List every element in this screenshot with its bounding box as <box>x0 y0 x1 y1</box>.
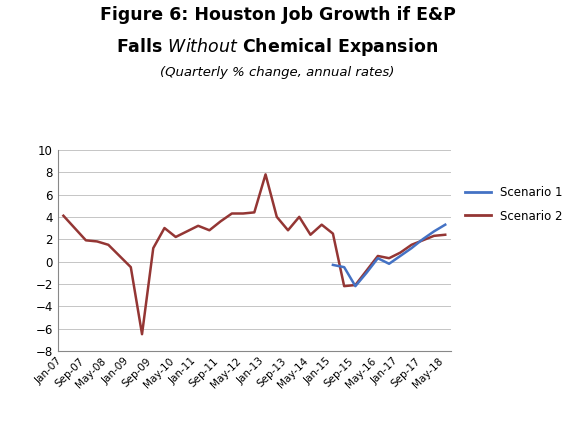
Text: (Quarterly % change, annual rates): (Quarterly % change, annual rates) <box>160 66 395 79</box>
Scenario 2 <box>352 282 359 288</box>
Line: Scenario 1: Scenario 1 <box>333 225 445 286</box>
Scenario 2 <box>318 222 325 227</box>
Scenario 1 <box>340 265 347 270</box>
Scenario 2 <box>251 210 258 215</box>
Scenario 2 <box>195 223 202 229</box>
Scenario 2 <box>375 253 381 259</box>
Scenario 2 <box>116 253 123 259</box>
Scenario 2 <box>172 235 179 240</box>
Scenario 2 <box>284 228 291 233</box>
Scenario 1 <box>375 256 381 261</box>
Scenario 2 <box>240 211 247 216</box>
Line: Scenario 2: Scenario 2 <box>64 174 445 334</box>
Scenario 1 <box>386 261 392 266</box>
Scenario 2 <box>296 214 303 220</box>
Scenario 2 <box>228 211 235 216</box>
Scenario 2 <box>329 231 336 236</box>
Scenario 1 <box>329 262 336 268</box>
Scenario 2 <box>217 219 224 224</box>
Scenario 2 <box>161 226 168 231</box>
Scenario 2 <box>83 238 90 243</box>
Scenario 2 <box>60 213 67 218</box>
Scenario 1 <box>431 229 438 234</box>
Text: Figure 6: Houston Job Growth if E&P: Figure 6: Houston Job Growth if E&P <box>99 6 455 24</box>
Scenario 2 <box>71 226 78 231</box>
Scenario 2 <box>408 242 415 247</box>
Scenario 2 <box>139 332 146 337</box>
Scenario 1 <box>397 253 404 259</box>
Scenario 1 <box>352 284 359 289</box>
Scenario 1 <box>419 237 426 242</box>
Scenario 2 <box>273 214 280 220</box>
Scenario 2 <box>150 246 157 251</box>
Scenario 2 <box>442 232 449 237</box>
Scenario 2 <box>419 238 426 243</box>
Scenario 2 <box>183 229 190 234</box>
Text: Falls $\bf{\mathit{Without}}$ Chemical Expansion: Falls $\bf{\mathit{Without}}$ Chemical E… <box>116 36 439 58</box>
Scenario 1 <box>363 270 370 275</box>
Scenario 2 <box>105 242 112 247</box>
Scenario 2 <box>94 239 101 244</box>
Scenario 2 <box>262 172 269 177</box>
Scenario 2 <box>206 228 213 233</box>
Scenario 1 <box>442 222 449 227</box>
Scenario 2 <box>397 250 404 255</box>
Scenario 2 <box>127 265 134 270</box>
Scenario 2 <box>340 284 347 289</box>
Legend: Scenario 1, Scenario 2: Scenario 1, Scenario 2 <box>465 186 562 223</box>
Scenario 2 <box>363 268 370 273</box>
Scenario 2 <box>386 256 392 261</box>
Scenario 2 <box>431 233 438 238</box>
Scenario 2 <box>307 232 314 237</box>
Scenario 1 <box>408 246 415 251</box>
